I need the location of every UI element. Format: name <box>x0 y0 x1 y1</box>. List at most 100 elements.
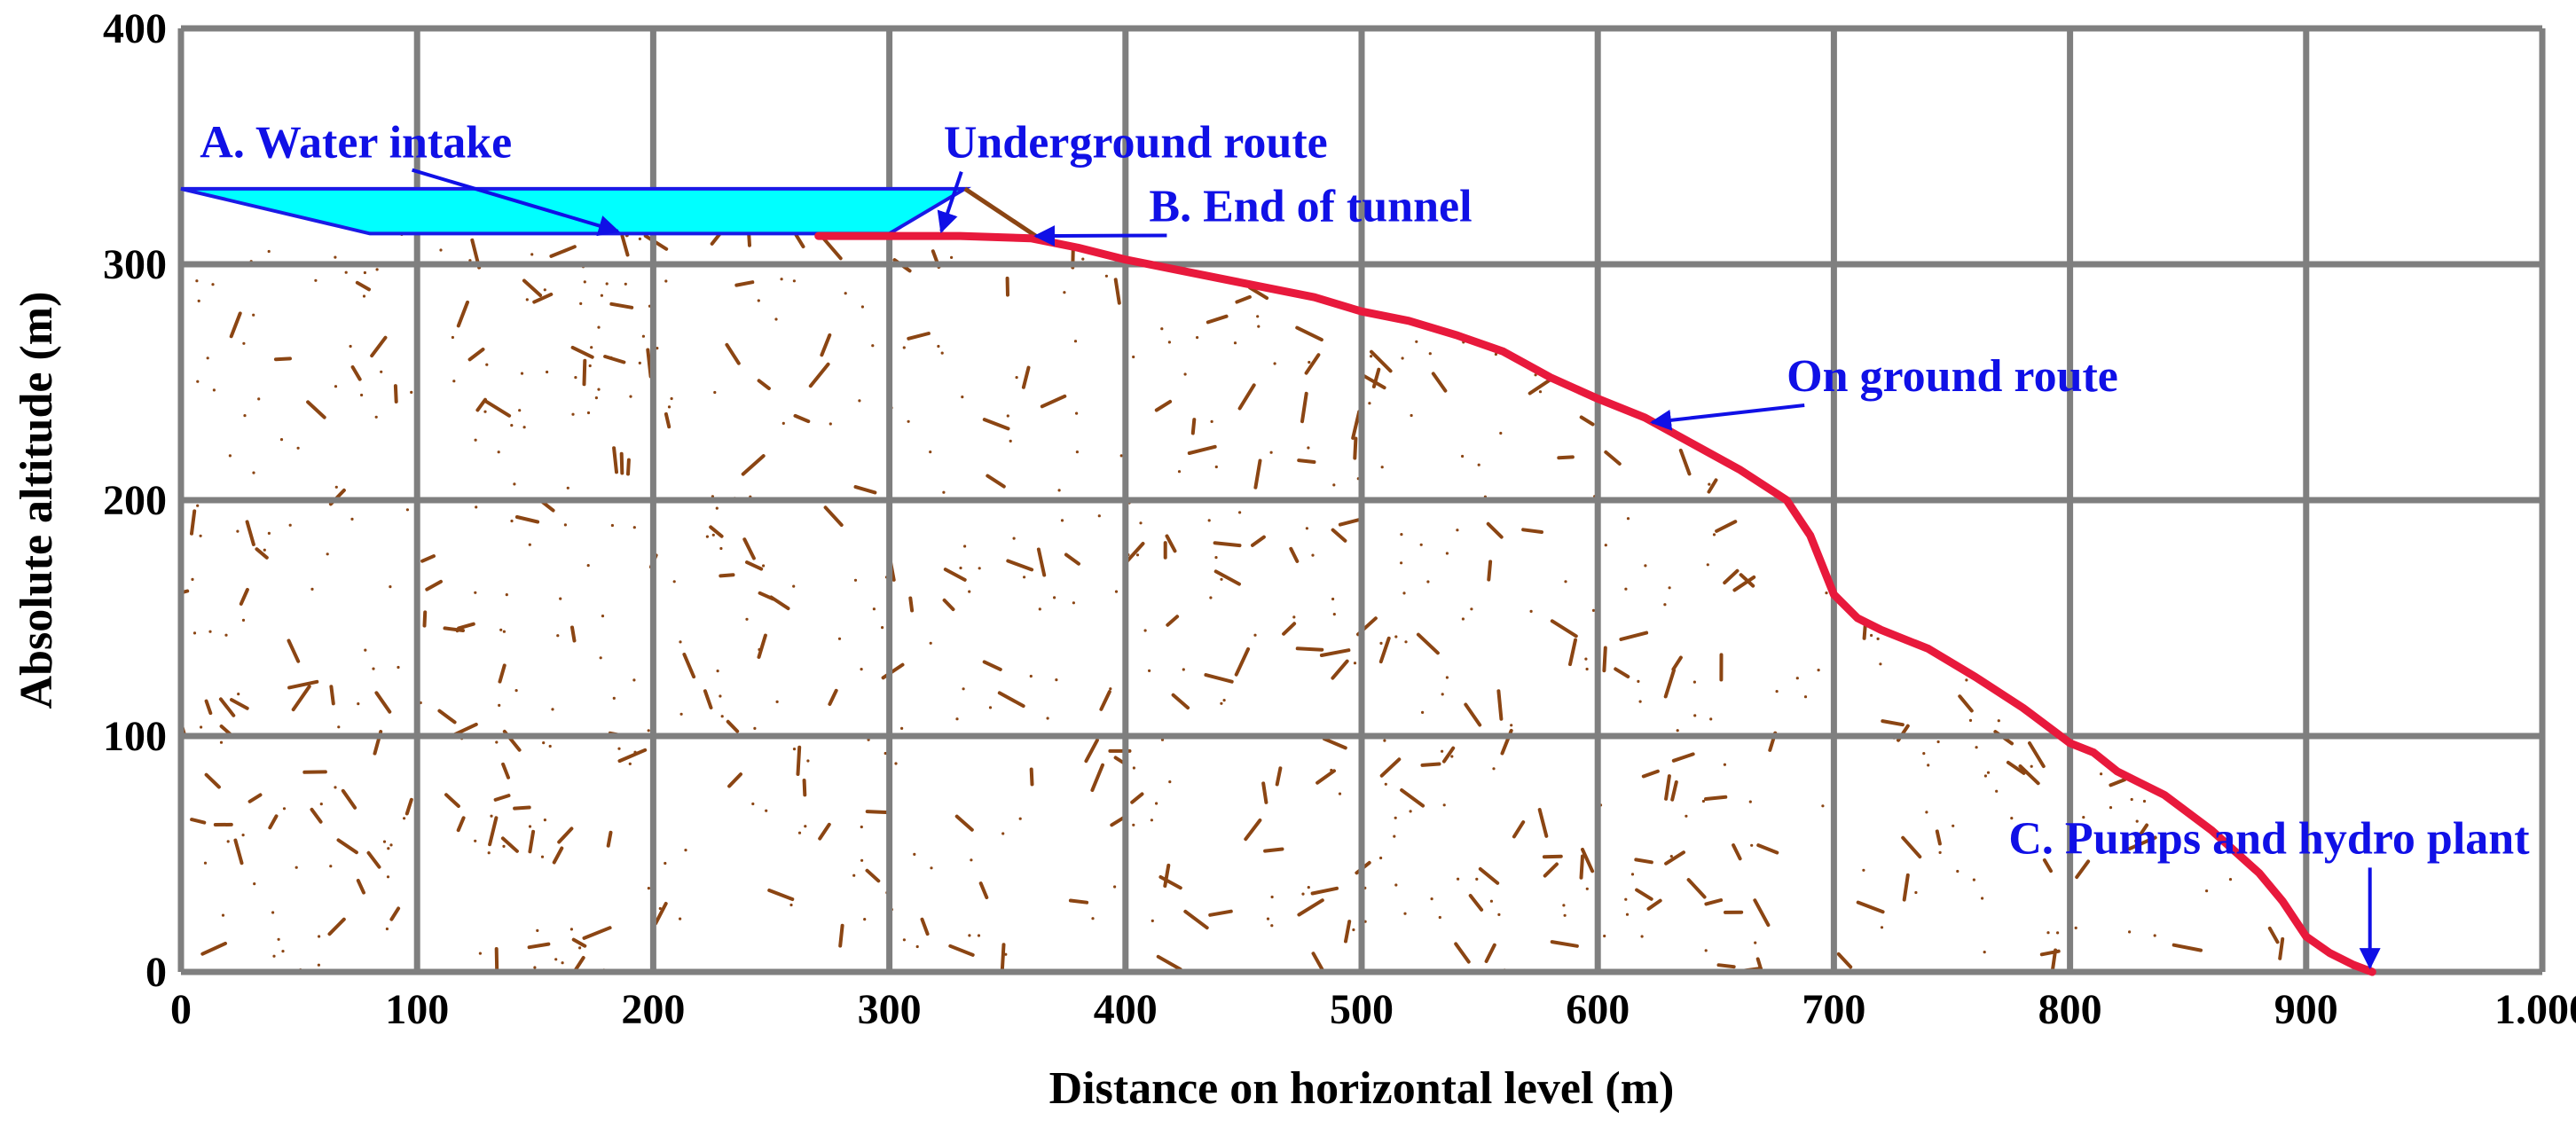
annotation-label: A. Water intake <box>200 118 512 168</box>
terrain-speckle <box>1902 873 1910 902</box>
terrain-dot <box>475 505 478 509</box>
terrain-dot <box>1057 489 1061 492</box>
terrain-speckle <box>1351 410 1362 440</box>
terrain-speckle <box>527 942 551 950</box>
terrain-dot <box>1394 816 1397 819</box>
terrain-dot <box>1997 719 2000 723</box>
terrain-dot <box>860 305 865 309</box>
terrain-speckle <box>908 596 915 613</box>
terrain-speckle <box>2073 674 2093 702</box>
terrain-dot <box>1253 633 1257 637</box>
terrain-dot <box>667 405 671 409</box>
terrain-dot <box>1983 951 1986 954</box>
terrain-speckle <box>1579 415 1595 427</box>
terrain-speckle <box>726 719 740 733</box>
terrain-dot <box>2502 891 2505 894</box>
terrain-dot <box>242 341 246 345</box>
terrain-speckle <box>1836 952 1853 969</box>
terrain-dot <box>2079 638 2083 641</box>
terrain-dot <box>1403 912 1407 915</box>
terrain-dot <box>474 591 477 594</box>
terrain-speckle <box>1901 835 1922 859</box>
terrain-dot <box>2262 208 2265 210</box>
terrain-speckle <box>1000 943 1006 972</box>
terrain-dot <box>1421 710 1425 715</box>
terrain-speckle <box>255 547 269 560</box>
terrain-speckle <box>1040 394 1067 409</box>
terrain-speckle <box>1487 560 1493 582</box>
terrain-dot <box>907 419 910 423</box>
terrain-dot <box>2411 481 2414 483</box>
terrain-dot <box>1339 233 1342 237</box>
y-axis-label: Absolute altitude (m) <box>12 292 62 709</box>
terrain-dot <box>1001 832 1005 835</box>
terrain-speckle <box>483 399 512 418</box>
terrain-dot <box>478 952 483 955</box>
terrain-speckle <box>1322 737 1347 750</box>
terrain-dot <box>1983 669 1986 672</box>
terrain-speckle <box>2234 643 2256 663</box>
terrain-speckle <box>1371 367 1381 388</box>
terrain-dot <box>1029 674 1033 678</box>
terrain-dot <box>1685 814 1688 818</box>
terrain-dot <box>382 840 387 843</box>
terrain-dot <box>978 567 981 570</box>
terrain-dot <box>1876 637 1880 641</box>
terrain-dot <box>2454 937 2457 940</box>
terrain-dot <box>1543 349 1548 353</box>
terrain-dot <box>2501 222 2503 224</box>
terrain-dot <box>372 667 375 670</box>
terrain-speckle <box>2141 427 2162 448</box>
terrain-speckle <box>287 679 319 690</box>
terrain-dot <box>1442 803 1446 807</box>
terrain-dot <box>271 911 275 914</box>
terrain-dot <box>1475 877 1479 881</box>
terrain-speckle <box>709 525 724 538</box>
terrain-dot <box>2353 871 2357 874</box>
terrain-dot <box>536 928 539 932</box>
terrain-speckle <box>1732 575 1756 592</box>
terrain-speckle <box>2147 378 2160 403</box>
terrain-speckle <box>287 638 301 663</box>
terrain-dot <box>1494 352 1497 356</box>
terrain-speckle <box>1478 866 1500 885</box>
terrain-dot <box>2030 764 2033 768</box>
terrain-dot <box>963 544 967 548</box>
terrain-dot <box>1370 355 1373 358</box>
terrain-dot <box>252 313 255 317</box>
terrain-dot <box>1150 819 1153 822</box>
terrain-speckle <box>1190 418 1197 435</box>
terrain-dot <box>498 703 501 708</box>
terrain-dot <box>902 346 906 349</box>
terrain-dot <box>1461 454 1465 458</box>
terrain-dot <box>2123 541 2126 544</box>
terrain-dot <box>277 937 280 941</box>
terrain-dot <box>364 648 367 652</box>
terrain-dot <box>915 944 919 949</box>
terrain-speckle <box>1163 863 1171 888</box>
terrain-dot <box>474 438 477 442</box>
terrain-dot <box>405 508 409 512</box>
on-ground-route-line <box>814 231 2376 976</box>
terrain-speckle <box>2484 470 2501 474</box>
terrain-dot <box>1712 533 1716 537</box>
terrain-dot <box>543 819 547 822</box>
terrain-speckle <box>1671 752 1695 763</box>
terrain-speckle <box>1311 952 1328 972</box>
terrain-dot <box>2046 931 2050 935</box>
terrain-dot <box>672 580 676 584</box>
terrain-speckle <box>1158 875 1182 890</box>
terrain-dot <box>1956 869 1959 873</box>
terrain-dot <box>1301 892 1305 896</box>
terrain-dot <box>1775 690 1779 693</box>
terrain-dot <box>387 847 390 850</box>
terrain-speckle <box>1166 615 1180 627</box>
terrain-dot <box>2529 748 2532 750</box>
terrain-speckle <box>2441 418 2447 436</box>
terrain-speckle <box>865 868 881 883</box>
terrain-dot <box>1292 615 1296 619</box>
terrain-speckle <box>617 748 648 764</box>
terrain-dot <box>2097 594 2101 598</box>
terrain-dot <box>288 523 292 527</box>
terrain-dot <box>1754 941 1757 944</box>
